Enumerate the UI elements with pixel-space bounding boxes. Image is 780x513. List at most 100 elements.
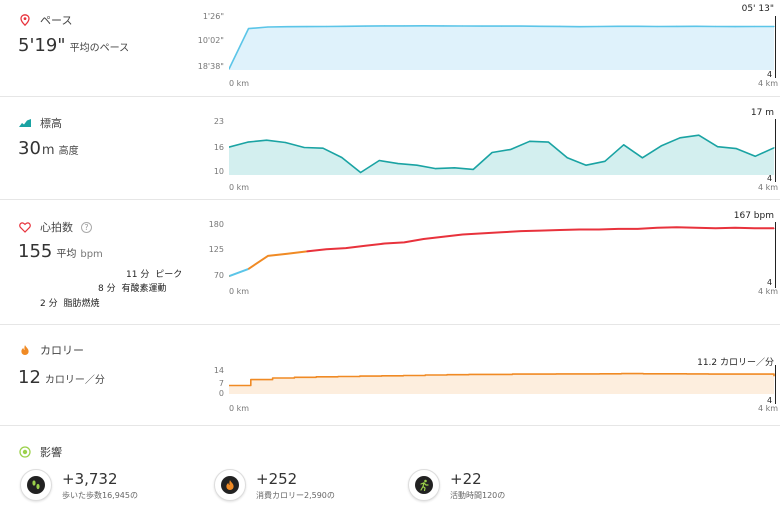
impact-active-value: +22 xyxy=(450,469,482,488)
chart-point xyxy=(384,242,386,245)
chart-point xyxy=(520,25,522,27)
chart-point xyxy=(303,146,305,149)
chart-series-line-mid xyxy=(247,250,308,270)
calories-cursor-line[interactable] xyxy=(775,365,776,404)
impact-steps-value: +3,732 xyxy=(62,469,118,488)
heart-x-end: 4 km xyxy=(758,287,779,296)
chart-point xyxy=(698,134,700,136)
heart-y-tick: 180 xyxy=(208,220,224,229)
chart-point xyxy=(500,25,503,27)
chart-point xyxy=(520,230,522,232)
elevation-header: 標高 xyxy=(18,115,62,131)
chart-point xyxy=(322,147,324,149)
chart-point xyxy=(267,255,269,257)
chart-point xyxy=(735,148,737,150)
chart-point xyxy=(539,230,541,232)
calories-value-block: 12 カロリー／分 xyxy=(18,367,105,388)
chart-point xyxy=(773,25,775,28)
elevation-value-block: 30 m 高度 xyxy=(18,138,79,159)
zone-label: ピーク xyxy=(155,270,183,280)
chart-point xyxy=(423,25,425,27)
chart-point xyxy=(773,227,775,229)
chart-point xyxy=(717,146,719,148)
chart-area-fill xyxy=(229,25,774,70)
elevation-cursor-line[interactable] xyxy=(775,119,776,182)
chart-point xyxy=(773,147,775,149)
pace-unit: 平均のペース xyxy=(69,43,130,54)
chart-point xyxy=(754,155,756,157)
impact-steps: +3,732 歩いた歩数16,945の xyxy=(20,469,138,501)
flame-icon xyxy=(18,343,32,357)
calories-chart[interactable] xyxy=(229,371,776,394)
elevation-value: 30 xyxy=(18,138,41,159)
chart-point xyxy=(734,26,736,28)
chart-point xyxy=(247,268,250,270)
chart-point xyxy=(378,159,380,162)
heart-unit: 平均 xyxy=(56,249,77,260)
chart-point xyxy=(286,26,288,28)
heart-header: 心拍数 ? xyxy=(18,219,92,235)
calories-x-start: 0 km xyxy=(229,404,250,413)
chart-area-fill xyxy=(229,373,774,394)
chart-point xyxy=(403,25,405,27)
impact-calories-badge xyxy=(214,469,246,501)
heart-value: 155 xyxy=(18,241,53,262)
chart-series-line xyxy=(229,372,775,387)
chart-point xyxy=(267,26,269,28)
chart-point xyxy=(753,227,756,229)
chart-point xyxy=(491,151,493,154)
chart-point xyxy=(306,250,308,252)
heart-end-marker: 4 xyxy=(767,278,773,287)
calories-y-tick: 7 xyxy=(218,379,224,388)
chart-point xyxy=(481,232,483,234)
chart-point xyxy=(364,245,366,247)
chart-point xyxy=(286,253,288,255)
heart-title: 心拍数 xyxy=(40,221,73,234)
chart-area-fill xyxy=(229,135,774,175)
pace-section: ペース 5'19" 平均のペース 1'26" 10'02" 18'38" 05'… xyxy=(0,0,780,97)
chart-point xyxy=(656,227,658,229)
chart-point xyxy=(585,164,587,166)
heart-end-value: 167 bpm xyxy=(733,211,774,221)
impact-active-label: 活動時間120の xyxy=(450,490,506,500)
elevation-x-end: 4 km xyxy=(758,183,779,192)
pace-x-end: 4 km xyxy=(758,79,779,88)
elevation-title: 標高 xyxy=(40,117,62,130)
heart-cursor-line[interactable] xyxy=(775,222,776,288)
calories-end-value: 11.2 カロリー／分 xyxy=(697,358,774,368)
impact-header: 影響 xyxy=(18,444,62,460)
chart-point xyxy=(566,157,568,159)
heart-value-block: 155 平均 bpm xyxy=(18,241,103,262)
elevation-unit-m: m xyxy=(41,143,55,158)
chart-point xyxy=(715,227,717,229)
calories-title: カロリー xyxy=(40,344,84,357)
pace-chart[interactable] xyxy=(229,20,776,70)
chart-point xyxy=(753,25,756,28)
chart-point xyxy=(360,171,362,174)
chart-point xyxy=(559,25,561,27)
calories-value: 12 xyxy=(18,367,41,388)
pace-cursor-line[interactable] xyxy=(775,16,776,78)
chart-point xyxy=(403,241,405,243)
chart-point xyxy=(547,141,550,143)
heart-unit-bpm: bpm xyxy=(80,249,103,260)
chart-point xyxy=(423,238,425,240)
chart-point xyxy=(617,228,619,230)
chart-point xyxy=(284,141,286,144)
help-icon[interactable]: ? xyxy=(81,221,92,233)
chart-point xyxy=(660,145,662,147)
zone-minutes: 8 分 xyxy=(98,284,116,294)
heart-chart[interactable] xyxy=(229,220,776,284)
runner-icon xyxy=(415,476,433,494)
calories-header: カロリー xyxy=(18,342,84,358)
pace-y-tick: 18'38" xyxy=(197,62,224,71)
zone-peak: 11 分 ピーク xyxy=(126,267,182,280)
impact-active-badge xyxy=(408,469,440,501)
pace-y-tick: 10'02" xyxy=(197,36,224,45)
chart-series-line xyxy=(229,134,775,174)
footprints-icon xyxy=(27,476,45,494)
impact-calories-label: 消費カロリー2,590の xyxy=(256,490,335,500)
chart-point xyxy=(676,226,678,228)
heart-x-start: 0 km xyxy=(229,287,250,296)
elevation-chart[interactable] xyxy=(229,123,776,175)
